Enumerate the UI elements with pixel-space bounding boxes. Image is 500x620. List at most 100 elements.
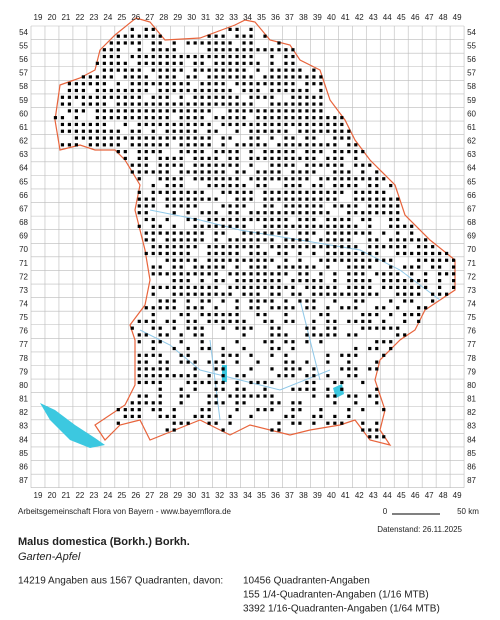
dot (207, 421, 211, 425)
dot (109, 54, 113, 59)
dot (81, 75, 85, 79)
dot (333, 197, 337, 201)
dot (130, 143, 134, 147)
dot (284, 102, 288, 106)
dot (326, 394, 330, 398)
dot (95, 109, 99, 113)
dot (109, 136, 113, 140)
column-label: 34 (243, 13, 252, 22)
dot (242, 231, 246, 235)
dot (151, 82, 155, 86)
dot (193, 217, 197, 222)
dot (396, 292, 400, 296)
dot (172, 75, 176, 79)
stats-summary: 14219 Angaben aus 1567 Quadranten, davon… (18, 576, 223, 587)
column-label: 31 (201, 13, 210, 22)
dot (298, 95, 302, 99)
dot (123, 68, 127, 72)
dot (347, 414, 351, 419)
dot (165, 319, 169, 323)
dot (207, 299, 211, 303)
dot (263, 394, 267, 398)
dot (235, 299, 239, 303)
dot (193, 61, 197, 65)
dot (333, 251, 337, 256)
dot (270, 109, 274, 113)
dot (326, 190, 330, 194)
dot (186, 380, 190, 385)
dot (305, 374, 309, 378)
dot (305, 150, 309, 154)
row-label: 60 (19, 109, 28, 118)
dot (319, 129, 323, 133)
dot (242, 61, 246, 65)
dot (123, 34, 127, 38)
dot (291, 75, 295, 79)
dot (319, 95, 323, 99)
dot (249, 177, 253, 181)
dot (298, 88, 302, 93)
dot (396, 333, 400, 337)
dot (354, 211, 358, 215)
dot (95, 116, 99, 120)
dot (361, 190, 365, 194)
dot (235, 340, 239, 344)
dot (221, 374, 225, 378)
dot (116, 150, 120, 154)
dot (137, 34, 141, 38)
dot (382, 435, 386, 439)
dot (312, 109, 316, 113)
dot (249, 156, 253, 161)
dot (144, 394, 148, 398)
dot (445, 251, 449, 256)
stats-line: 155 1/4-Quadranten-Angaben (1/16 MTB) (243, 590, 429, 601)
dot (277, 68, 281, 72)
dot (256, 136, 260, 140)
dot (354, 299, 358, 303)
dot (270, 279, 274, 283)
dot (256, 306, 260, 310)
dot (228, 156, 232, 161)
row-label: 78 (467, 354, 476, 363)
dot (284, 414, 288, 419)
dot (319, 258, 323, 262)
dot (95, 88, 99, 93)
dot (137, 129, 141, 133)
dot (179, 129, 183, 133)
dot (249, 95, 253, 99)
dot (137, 116, 141, 120)
dot (403, 312, 407, 317)
dot (410, 292, 414, 296)
dot (186, 245, 190, 249)
dot (347, 251, 351, 256)
dot (270, 211, 274, 215)
dot (284, 136, 288, 140)
dot (102, 61, 106, 65)
dot (242, 88, 246, 93)
row-label: 65 (467, 177, 476, 186)
dot (221, 258, 225, 262)
dot (277, 177, 281, 181)
dot (347, 129, 351, 133)
dot (186, 326, 190, 330)
dot (333, 414, 337, 419)
dot (375, 387, 379, 391)
dot (298, 231, 302, 235)
dot (396, 272, 400, 276)
dot (116, 136, 120, 140)
dot (326, 163, 330, 167)
dot (214, 102, 218, 106)
dot (165, 306, 169, 310)
dot (284, 224, 288, 228)
dot (396, 279, 400, 283)
dot (298, 197, 302, 201)
dot (256, 265, 260, 269)
dot (151, 231, 155, 235)
dot (172, 156, 176, 161)
dot (214, 231, 218, 235)
dot (172, 421, 176, 425)
dot (228, 394, 232, 398)
dot (172, 279, 176, 283)
dot (256, 251, 260, 256)
dot (81, 136, 85, 140)
